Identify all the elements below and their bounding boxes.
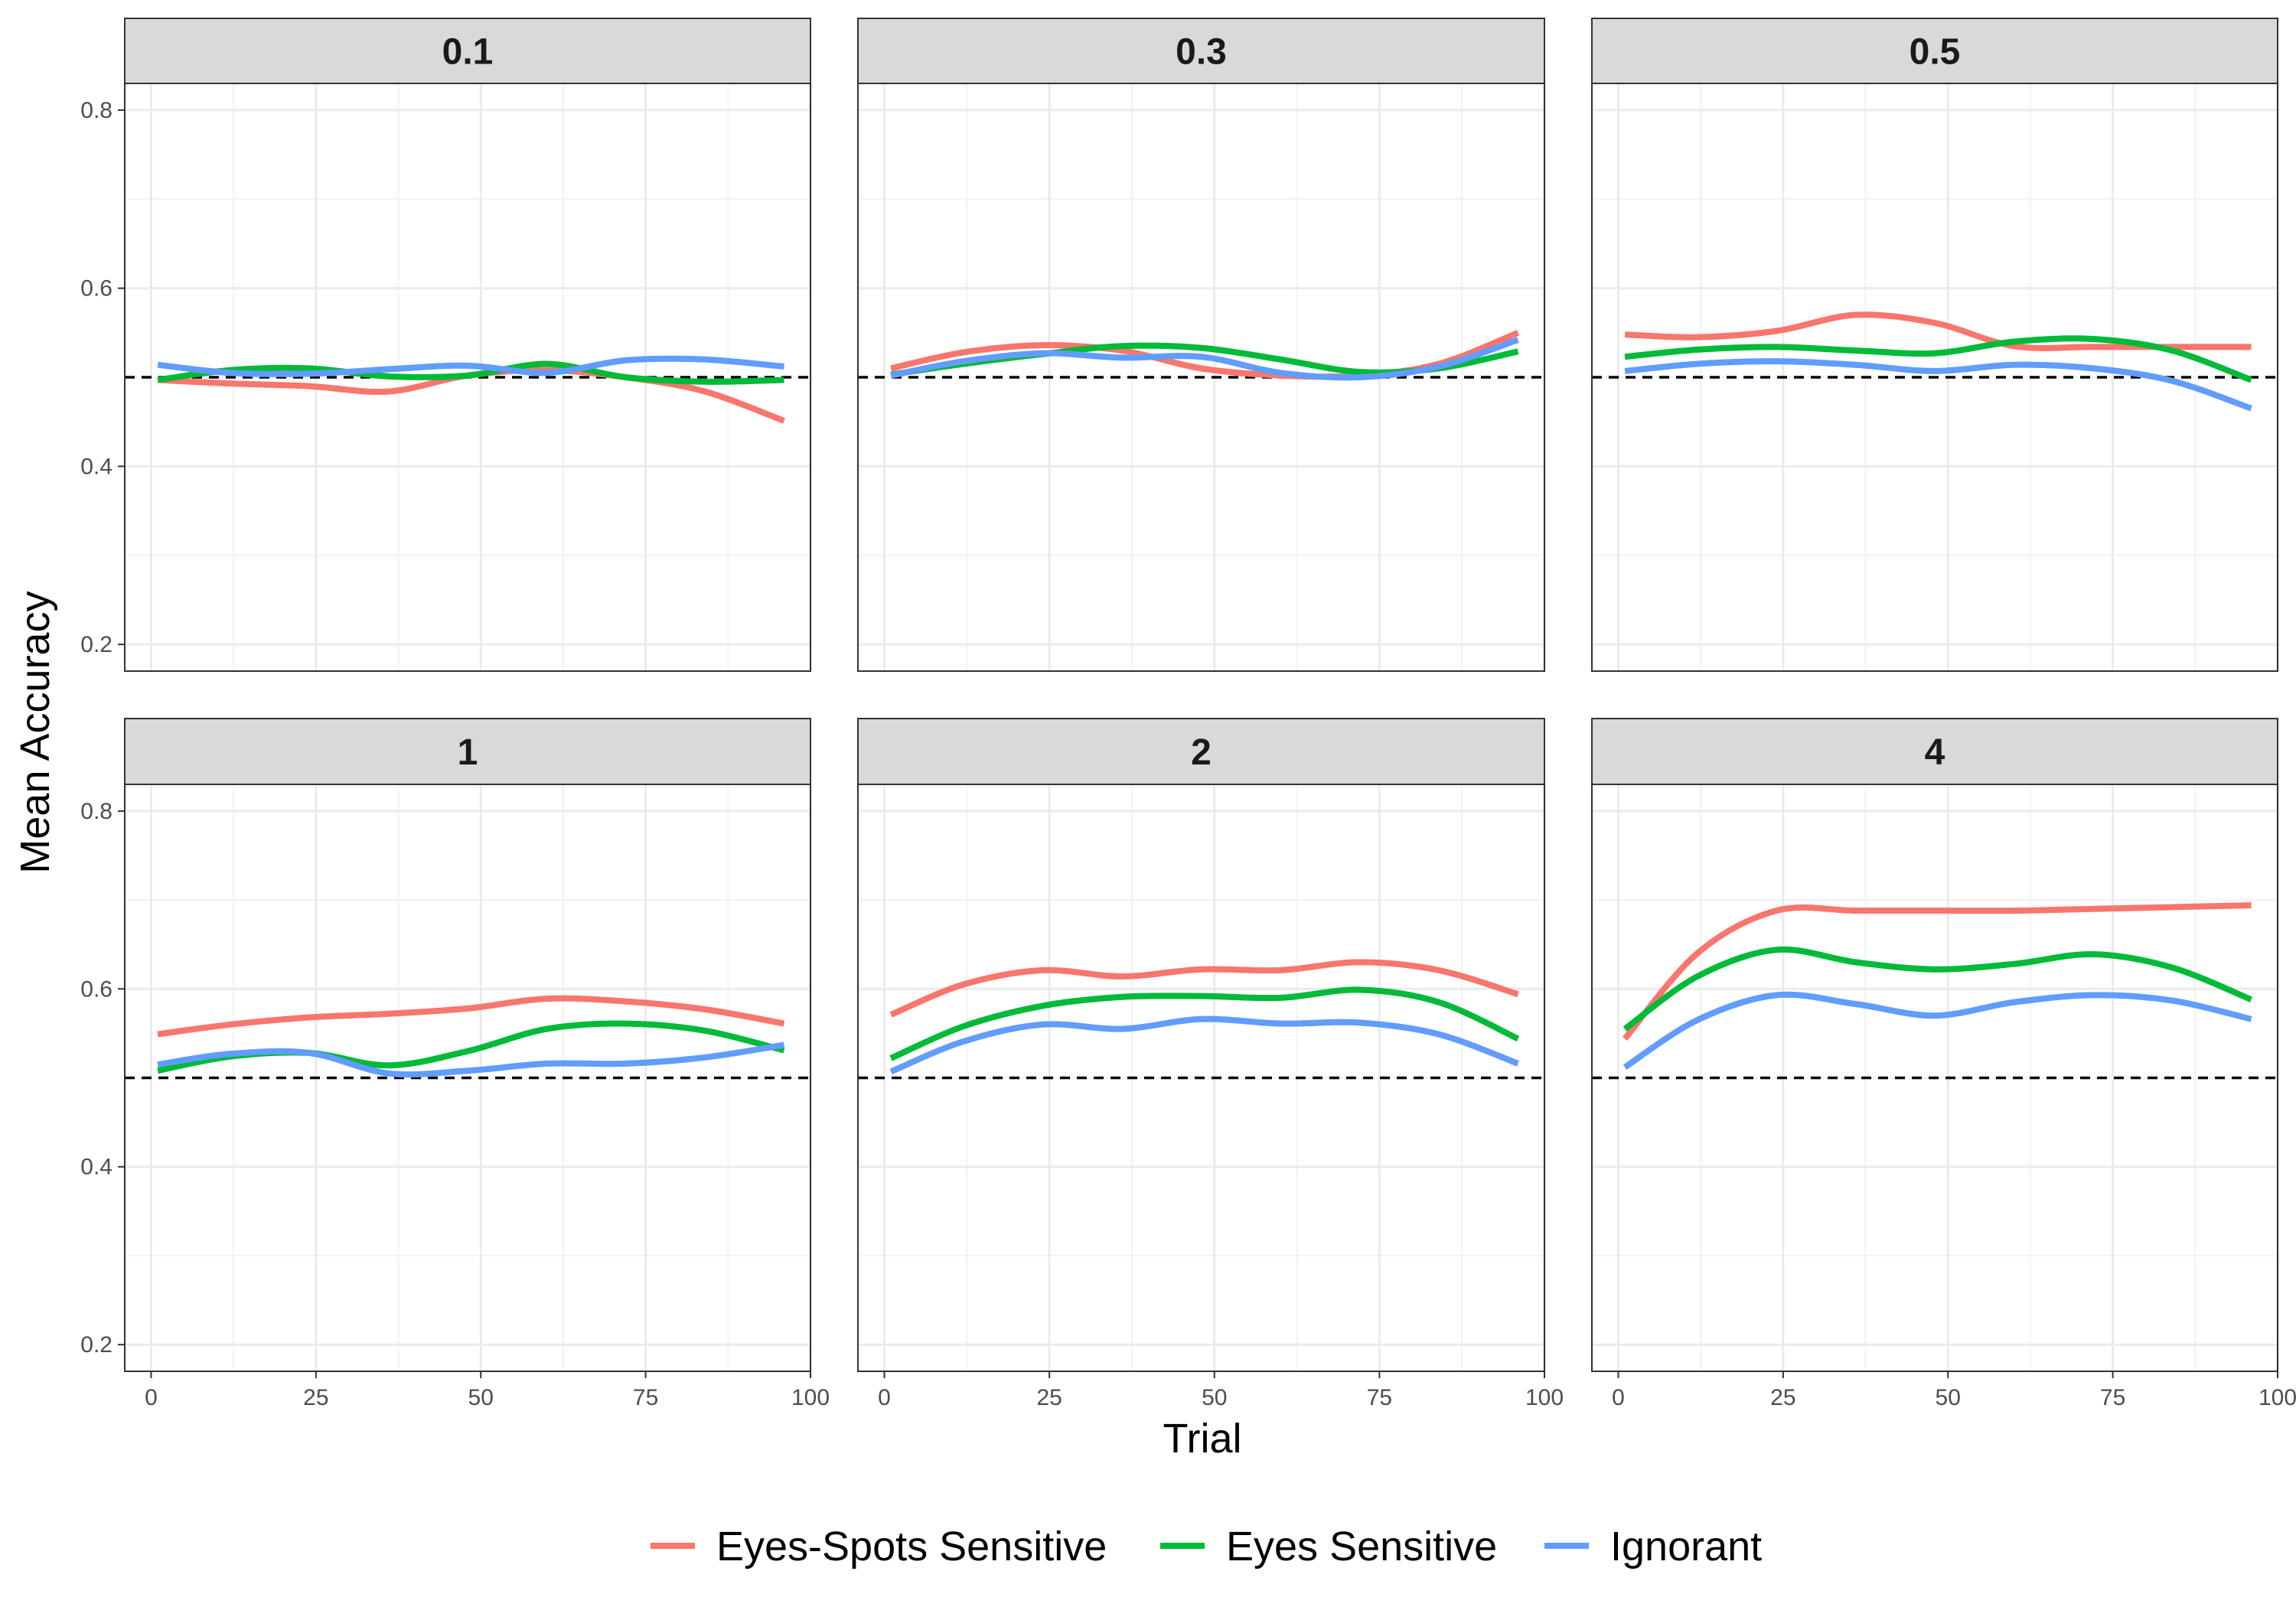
facet-strip-label: 1 bbox=[458, 732, 478, 773]
series-line-ignorant bbox=[157, 1041, 785, 1078]
x-tick-label: 25 bbox=[1770, 1385, 1795, 1410]
facet-strip-label: 0.3 bbox=[1176, 32, 1227, 73]
y-tick-label: 0.6 bbox=[80, 976, 113, 1002]
panel-border bbox=[124, 784, 811, 1372]
facet-strip bbox=[1591, 18, 2278, 84]
x-tick-label: 25 bbox=[303, 1385, 328, 1410]
series-line-eyes-spots-sensitive bbox=[1623, 902, 2252, 1041]
facet-strip-label: 0.5 bbox=[1910, 32, 1961, 73]
panel-border bbox=[857, 784, 1545, 1372]
legend: Eyes-Spots Sensitive Eyes Sensitive Ignora… bbox=[651, 1524, 1762, 1570]
x-tick-label: 75 bbox=[1367, 1385, 1392, 1410]
series-line-eyes-sensitive bbox=[1623, 946, 2252, 1032]
x-tick-label: 50 bbox=[468, 1385, 494, 1410]
facet-strip bbox=[1591, 718, 2278, 785]
series-line-ignorant bbox=[889, 1015, 1519, 1075]
x-tick-label: 75 bbox=[2100, 1385, 2125, 1410]
series-line-ignorant bbox=[1624, 358, 2252, 412]
y-tick-label: 0.4 bbox=[80, 1155, 113, 1180]
y-tick-label: 0.4 bbox=[80, 454, 113, 479]
x-tick-label: 75 bbox=[633, 1385, 658, 1410]
panel-0-5: 0.5 bbox=[1591, 18, 2279, 672]
panel-border bbox=[1591, 784, 2278, 1372]
y-tick-label: 0.2 bbox=[80, 1332, 113, 1358]
y-tick-label: 0.2 bbox=[80, 632, 113, 657]
legend-label-eyes-spots-sensitive: Eyes-Spots Sensitive bbox=[716, 1524, 1107, 1570]
facet-strip-label: 0.1 bbox=[442, 32, 494, 73]
panel-border bbox=[857, 83, 1545, 672]
facet-strip-label: 4 bbox=[1925, 732, 1945, 773]
series-line-ignorant bbox=[890, 337, 1519, 381]
legend-label-eyes-sensitive: Eyes Sensitive bbox=[1226, 1524, 1497, 1570]
series-line-ignorant bbox=[157, 355, 784, 377]
panel-1: 1 0.2 0.4 0.6 0.8 0 25 50 75 100 bbox=[80, 718, 830, 1410]
y-tick-label: 0.8 bbox=[80, 98, 113, 123]
x-tick-label: 0 bbox=[145, 1385, 158, 1410]
facet-panels: 0.1 0.2 0.4 0.6 0.8 0.3 0.5 1 0.2 0.4 0.6 0.8 0 25 50 7… bbox=[80, 18, 2296, 1410]
facet-strip bbox=[124, 18, 811, 84]
series-line-eyes-sensitive bbox=[157, 360, 784, 385]
panel-2: 2 0 25 50 75 100 bbox=[857, 718, 1564, 1410]
facet-strip bbox=[857, 718, 1545, 785]
x-tick-label: 0 bbox=[878, 1385, 891, 1410]
x-tick-label: 25 bbox=[1036, 1385, 1062, 1410]
x-axis-title: Trial bbox=[1163, 1416, 1242, 1462]
panel-border bbox=[1591, 83, 2278, 672]
facet-strip-label: 2 bbox=[1191, 732, 1212, 773]
series-line-eyes-sensitive bbox=[1624, 335, 2252, 383]
y-axis-title: Mean Accuracy bbox=[12, 591, 58, 873]
y-tick-label: 0.8 bbox=[80, 799, 113, 824]
x-tick-label: 100 bbox=[2258, 1385, 2296, 1410]
series-line-eyes-spots-sensitive bbox=[157, 995, 785, 1038]
x-tick-label: 100 bbox=[791, 1385, 830, 1410]
x-tick-label: 100 bbox=[1525, 1385, 1564, 1410]
x-tick-label: 0 bbox=[1612, 1385, 1625, 1410]
x-tick-label: 50 bbox=[1936, 1385, 1961, 1410]
series-line-ignorant bbox=[1623, 991, 2252, 1070]
panel-4: 4 0 25 50 75 100 bbox=[1591, 718, 2296, 1410]
panel-border bbox=[124, 83, 811, 672]
x-tick-label: 50 bbox=[1202, 1385, 1227, 1410]
y-tick-label: 0.6 bbox=[80, 276, 113, 302]
series-line-eyes-sensitive bbox=[889, 986, 1520, 1061]
panel-0-1: 0.1 0.2 0.4 0.6 0.8 bbox=[80, 18, 812, 672]
legend-label-ignorant: Ignorant bbox=[1610, 1524, 1762, 1570]
series-line-eyes-spots-sensitive bbox=[889, 959, 1519, 1018]
facet-strip bbox=[857, 18, 1545, 84]
facet-strip bbox=[124, 718, 811, 785]
panel-0-3: 0.3 bbox=[857, 18, 1546, 672]
